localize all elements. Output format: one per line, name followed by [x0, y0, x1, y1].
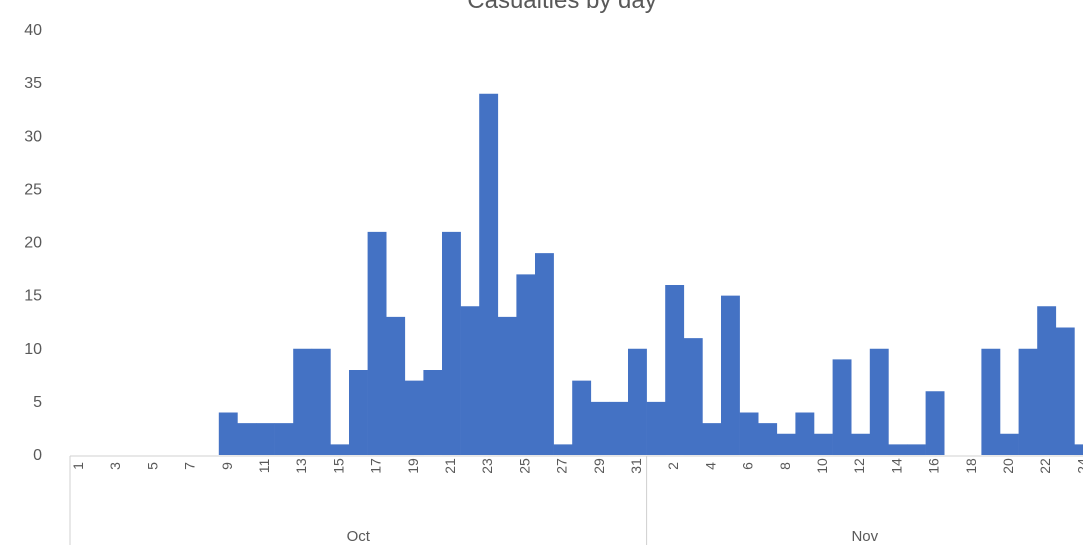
bar	[888, 444, 908, 456]
bar	[237, 423, 257, 456]
bar	[274, 423, 294, 456]
x-tick-label: 23	[479, 458, 495, 474]
x-tick-label: 9	[219, 462, 235, 470]
y-tick-label: 40	[24, 22, 42, 39]
bar	[776, 433, 796, 455]
y-tick-label: 10	[24, 341, 42, 358]
bar	[795, 412, 815, 455]
x-tick-label: 20	[1000, 458, 1016, 474]
bar	[1055, 327, 1075, 455]
x-tick-label: 22	[1037, 458, 1053, 474]
bar	[330, 444, 350, 456]
bar	[256, 423, 275, 456]
x-axis: 1 3 5 7 9 11 13 15 17 19 21 23 25 27 29 31 2 4 6 8 10 12 14 16 1…	[69, 455, 1083, 545]
bar	[367, 231, 387, 456]
x-tick-label: 6	[740, 462, 756, 470]
bar	[981, 348, 1001, 455]
x-tick-label: 5	[144, 462, 160, 470]
y-tick-label: 15	[24, 288, 42, 305]
bars	[218, 93, 1083, 456]
bar	[572, 380, 592, 456]
bar	[293, 348, 313, 455]
x-tick-label: 8	[777, 462, 793, 470]
x-tick-label: 19	[405, 458, 421, 474]
x-tick-label: 24	[1074, 458, 1083, 474]
bar	[1000, 433, 1019, 455]
bar	[590, 401, 610, 456]
bar	[516, 274, 536, 456]
x-tick-label: 7	[182, 462, 198, 470]
bar	[758, 423, 778, 456]
y-tick-label: 5	[33, 394, 42, 411]
bar	[497, 316, 517, 456]
bar	[442, 231, 461, 456]
bar	[311, 348, 331, 455]
bar	[479, 93, 499, 455]
bar	[721, 295, 740, 456]
bar	[851, 433, 871, 455]
x-tick-label: 10	[814, 458, 830, 474]
bar	[423, 370, 443, 455]
bar	[665, 285, 685, 455]
month-label: Nov	[851, 528, 878, 545]
x-tick-label: 17	[368, 458, 384, 474]
x-tick-label: 31	[628, 458, 644, 474]
x-tick-label: 1	[70, 462, 86, 470]
x-tick-label: 18	[963, 458, 979, 474]
x-tick-label: 16	[926, 458, 942, 474]
chart-title: Casualties by day	[467, 0, 656, 14]
y-tick-label: 25	[24, 181, 42, 198]
bar	[1074, 444, 1083, 456]
bar	[702, 423, 722, 456]
bar	[814, 433, 833, 455]
x-tick-label: 25	[516, 458, 532, 474]
bar	[907, 444, 926, 456]
x-tick-label: 27	[554, 458, 570, 474]
x-tick-label: 4	[702, 462, 718, 470]
x-tick-label: 21	[442, 458, 458, 474]
bar	[628, 348, 647, 455]
x-tick-label: 11	[256, 459, 272, 474]
bar	[460, 306, 480, 455]
x-tick-label: 3	[107, 462, 123, 470]
x-tick-label: 2	[665, 462, 681, 470]
bar	[1018, 348, 1038, 455]
bar	[1037, 306, 1057, 455]
bar	[535, 253, 554, 456]
month-label: Oct	[347, 528, 371, 545]
bar	[683, 338, 703, 456]
bar	[404, 380, 424, 456]
bar	[646, 401, 666, 456]
y-tick-label: 30	[24, 128, 42, 145]
bar	[832, 359, 852, 456]
bar	[218, 412, 238, 455]
y-tick-label: 20	[24, 235, 42, 252]
bar	[925, 391, 945, 455]
y-tick-label: 0	[33, 447, 42, 464]
bar	[553, 444, 573, 456]
x-tick-label: 14	[888, 458, 904, 474]
bar	[349, 370, 368, 455]
x-tick-label: 13	[293, 458, 309, 474]
bar	[869, 348, 889, 455]
bar	[609, 401, 629, 456]
y-tick-label: 35	[24, 75, 42, 92]
x-tick-label: 12	[851, 458, 867, 474]
x-tick-label: 29	[591, 458, 607, 474]
bar	[386, 316, 406, 456]
y-axis: 0 5 10 15 20 25 30 35 40	[24, 22, 42, 464]
x-tick-label: 15	[330, 458, 346, 474]
bar	[739, 412, 759, 455]
